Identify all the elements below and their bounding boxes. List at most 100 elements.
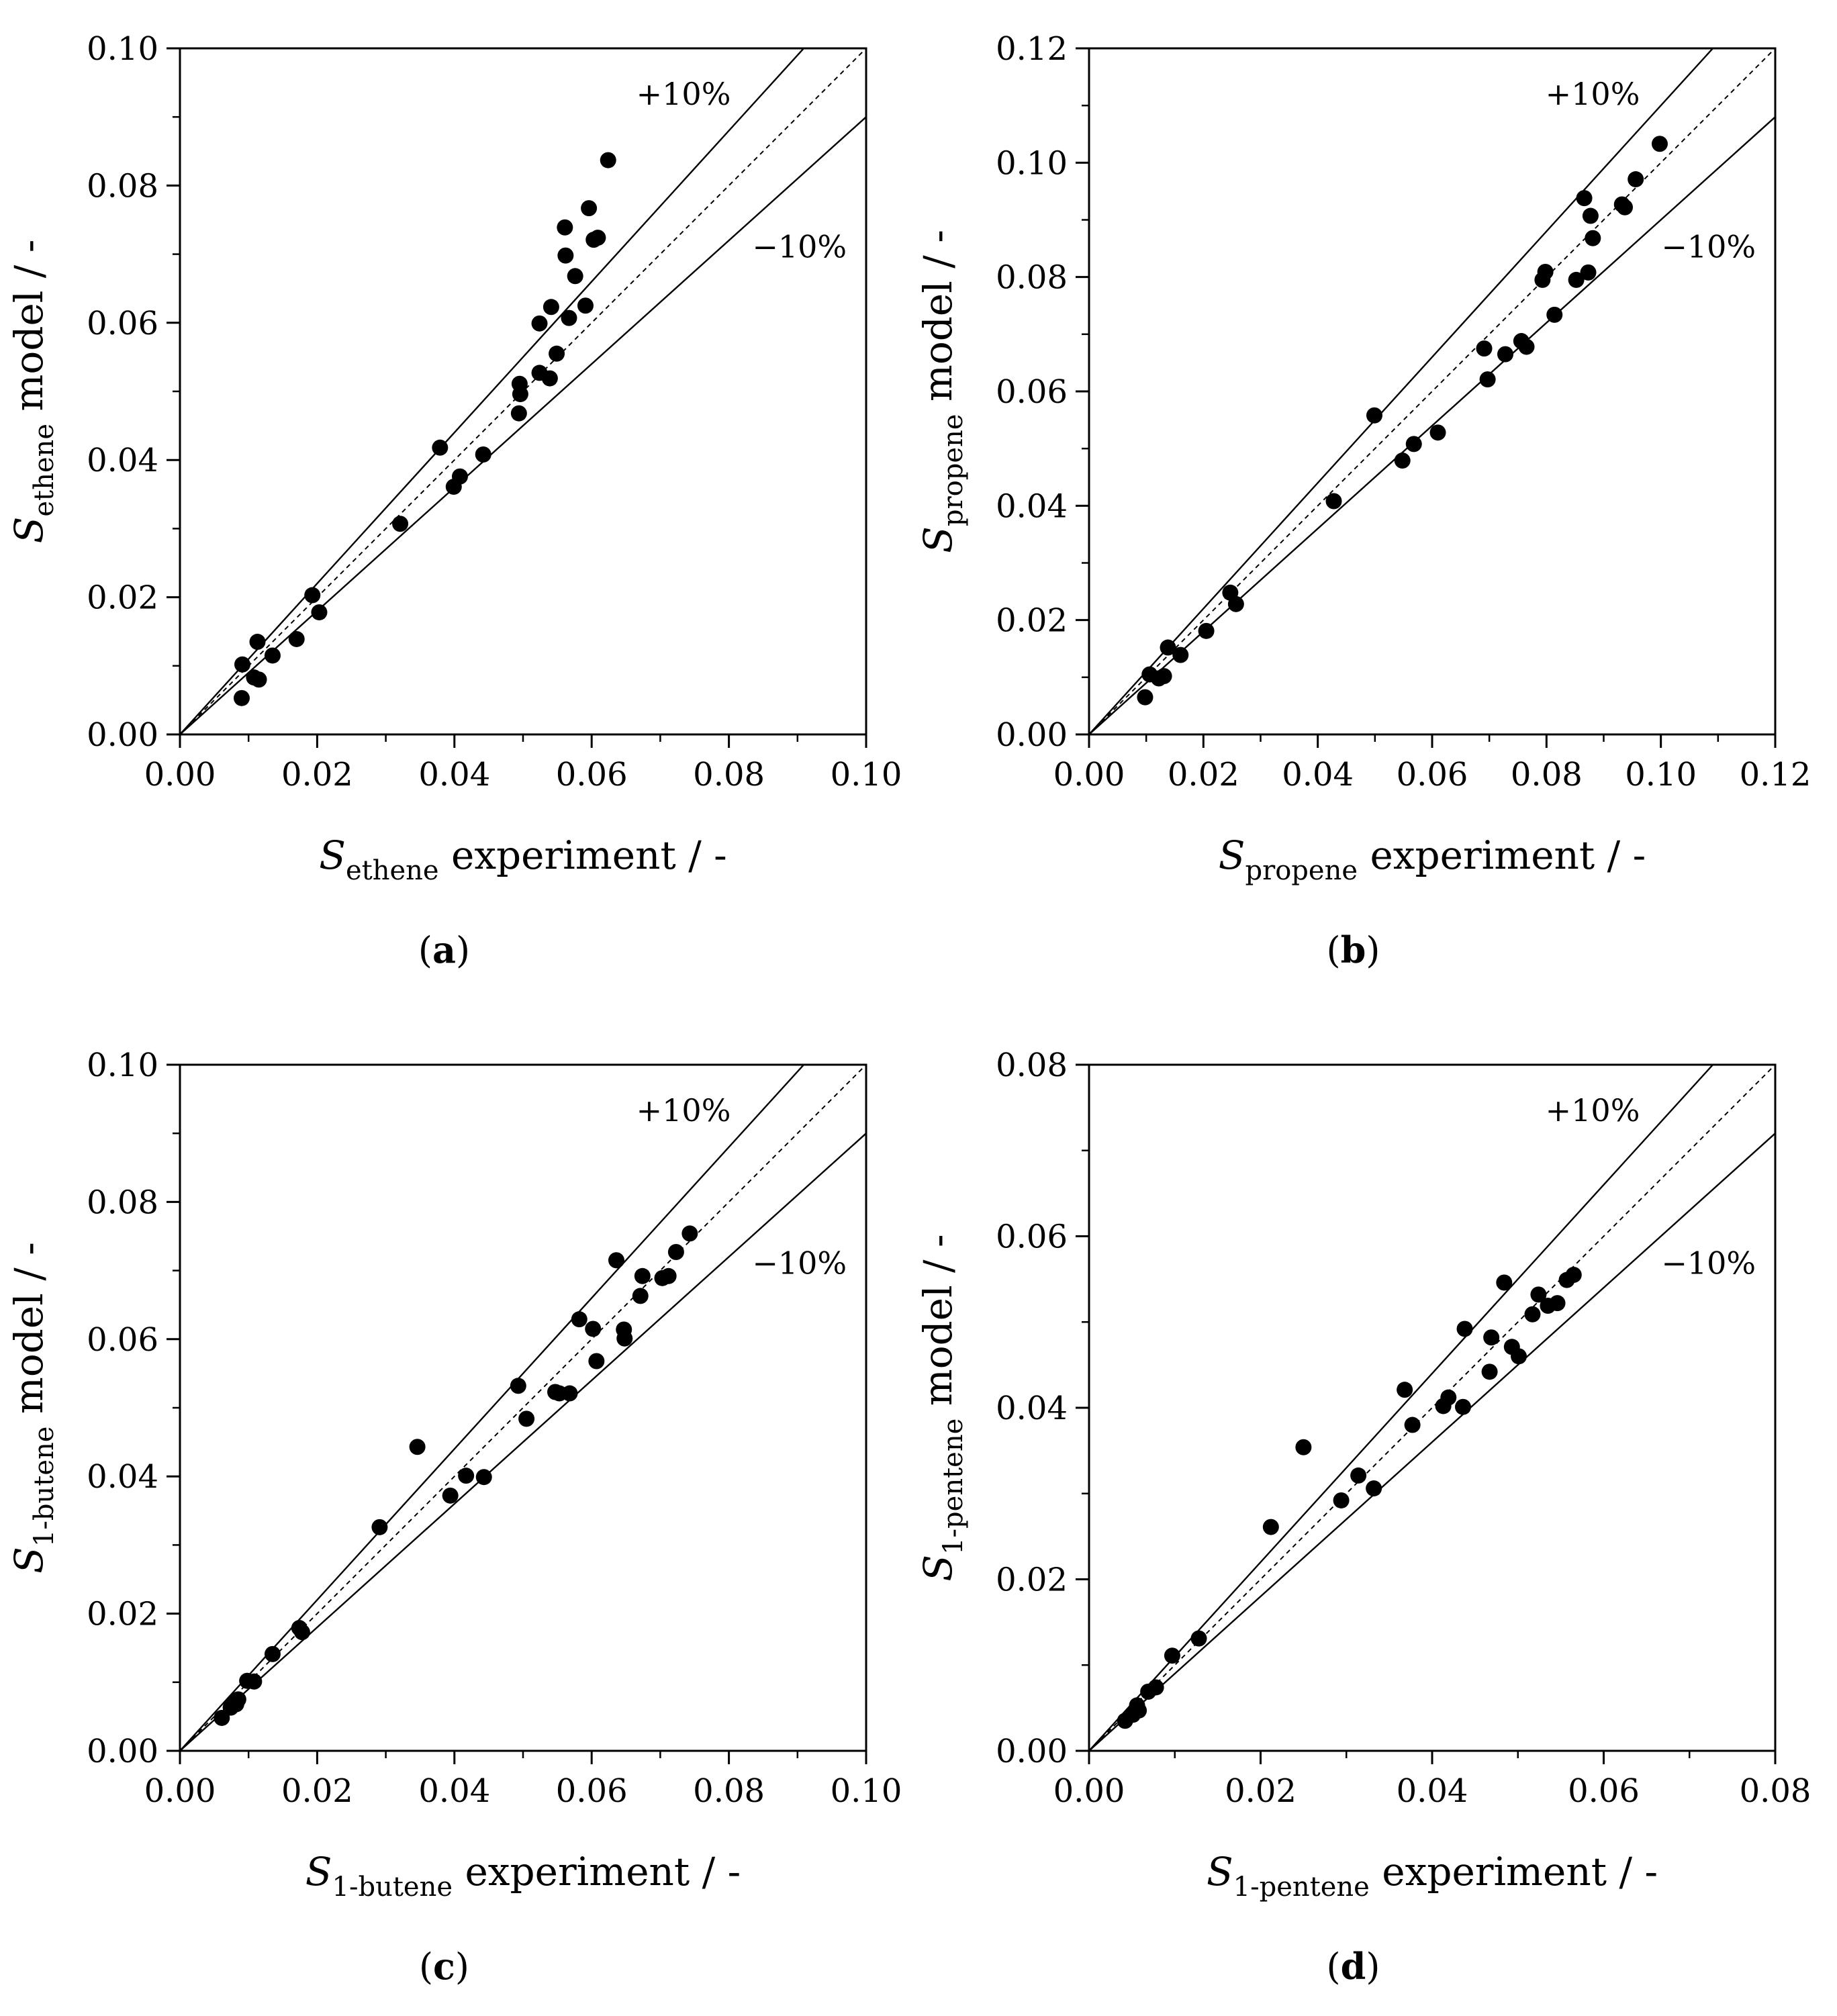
data-point [1172, 646, 1189, 663]
data-point [531, 315, 548, 332]
y-axis-title: S1-pentene model / - [915, 1234, 969, 1581]
data-point [1394, 452, 1411, 469]
data-point [557, 219, 573, 236]
y-tick-label: 0.00 [87, 1733, 158, 1770]
y-axis-title: S1-butene model / - [6, 1242, 60, 1574]
x-tick-label: 0.06 [1397, 756, 1468, 794]
data-point [632, 1288, 649, 1304]
data-point [681, 1225, 698, 1242]
data-point [1456, 1321, 1473, 1337]
data-point [409, 1439, 426, 1455]
parity-line [180, 48, 866, 734]
data-point [1366, 1480, 1382, 1497]
data-points [1117, 1266, 1582, 1729]
data-point [1497, 346, 1514, 363]
data-point [588, 1353, 605, 1370]
y-tick-label: 0.08 [996, 259, 1068, 297]
x-tick-label: 0.06 [1568, 1772, 1640, 1810]
y-tick-label: 0.10 [87, 30, 158, 68]
x-tick-label: 0.12 [1740, 756, 1811, 794]
y-tick-label: 0.12 [996, 30, 1068, 68]
data-point [1190, 1630, 1207, 1647]
x-axis-title: S1-pentene experiment / - [1207, 1849, 1658, 1903]
x-tick-label: 0.02 [1225, 1772, 1297, 1810]
data-point [249, 634, 266, 651]
data-point [1617, 199, 1634, 215]
data-point [1585, 230, 1601, 246]
panel-c: +10% −10% 0.00 0.02 0.04 0.06 0.08 0.10 0.00 0.02… [6, 1047, 902, 1988]
data-point [234, 656, 251, 673]
minus-10-label: −10% [752, 229, 847, 265]
parity-line [180, 1065, 866, 1751]
panel-b: +10% −10% 0.00 0.02 0.04 0.06 0.08 0.10 0.12 0.00… [915, 30, 1811, 971]
data-point [1580, 264, 1597, 281]
parity-line [1089, 48, 1775, 734]
data-point [581, 200, 598, 217]
data-point [1429, 424, 1446, 441]
plus-10-line [1089, 48, 1714, 734]
data-points [214, 1225, 698, 1726]
y-tick-label: 0.04 [87, 1458, 158, 1496]
data-point [600, 152, 616, 169]
data-point [1333, 1492, 1350, 1508]
reference-lines [180, 48, 866, 734]
x-tick-label: 0.00 [144, 756, 216, 794]
x-tick-label: 0.04 [418, 1772, 490, 1810]
data-point [1518, 338, 1535, 355]
data-point [634, 1267, 651, 1284]
data-point [660, 1267, 677, 1284]
panel-caption: (d) [1327, 1945, 1380, 1988]
data-point [571, 1311, 587, 1328]
panel-a: +10% −10% 0.00 0.02 0.04 0.06 0.08 0.10 0.00 0.02… [6, 30, 902, 971]
data-point [512, 386, 528, 403]
x-tick-label: 0.08 [1740, 1772, 1811, 1810]
data-point [549, 345, 565, 362]
data-point [1524, 1306, 1541, 1323]
y-tick-label: 0.00 [996, 1733, 1068, 1770]
data-point [1476, 340, 1493, 357]
x-tick-label: 0.04 [1397, 1772, 1468, 1810]
data-point [233, 689, 250, 706]
data-point [311, 604, 328, 621]
data-point [1295, 1439, 1312, 1455]
data-point [1156, 668, 1172, 685]
data-point [475, 1469, 492, 1486]
y-tick-label: 0.10 [996, 144, 1068, 182]
minus-10-label: −10% [1661, 1245, 1756, 1282]
data-points [233, 152, 616, 706]
data-point [567, 268, 583, 285]
data-point [1325, 493, 1342, 510]
data-point [442, 1487, 459, 1504]
x-axis-title: Spropene experiment / - [1219, 832, 1646, 886]
data-point [616, 1330, 633, 1347]
data-point [1405, 436, 1422, 452]
panel-caption: (a) [418, 928, 470, 971]
x-tick-label: 0.06 [556, 1772, 628, 1810]
y-tick-label: 0.06 [996, 1218, 1068, 1256]
x-tick-label: 0.08 [1511, 756, 1583, 794]
data-point [1582, 207, 1599, 224]
x-tick-label: 0.10 [1625, 756, 1697, 794]
plus-10-line [180, 1065, 805, 1751]
plus-10-line [1089, 1065, 1714, 1751]
panel-caption: (c) [419, 1945, 469, 1988]
x-tick-label: 0.10 [831, 756, 902, 794]
data-point [1565, 1266, 1582, 1283]
minus-10-line [180, 1133, 866, 1751]
minus-10-label: −10% [1661, 229, 1756, 265]
data-point [264, 1645, 281, 1662]
data-point [1164, 1647, 1180, 1664]
plus-10-label: +10% [1546, 76, 1640, 112]
data-point [230, 1691, 246, 1708]
x-tick-label: 0.00 [1053, 756, 1125, 794]
x-tick-label: 0.02 [281, 1772, 353, 1810]
y-tick-label: 0.04 [996, 1390, 1068, 1427]
y-tick-label: 0.08 [87, 1184, 158, 1221]
data-point [1137, 689, 1153, 706]
data-point [1227, 595, 1244, 612]
data-point [543, 299, 559, 316]
x-tick-label: 0.06 [556, 756, 628, 794]
y-tick-label: 0.02 [87, 579, 158, 617]
x-tick-label: 0.04 [418, 756, 490, 794]
data-point [1262, 1519, 1279, 1535]
